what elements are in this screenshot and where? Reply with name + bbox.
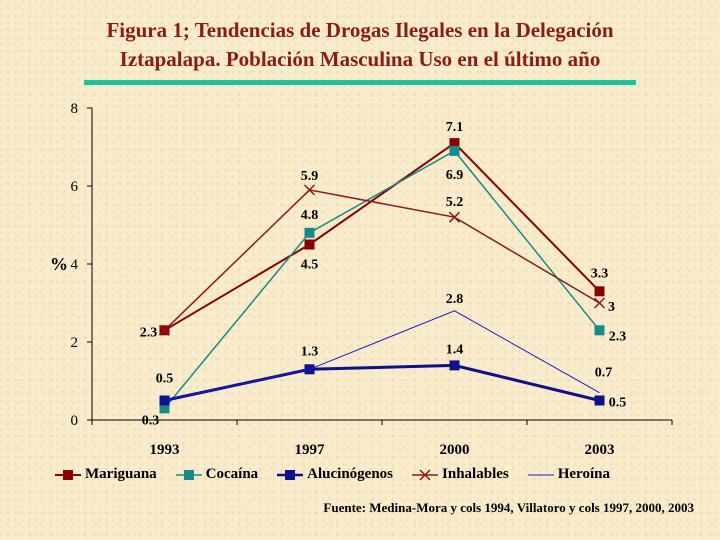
data-point	[159, 403, 170, 414]
data-point	[449, 138, 460, 149]
data-label: 3.3	[591, 266, 609, 281]
x-tick-label: 1997	[295, 442, 326, 458]
data-label: 3	[608, 300, 615, 315]
legend-swatch	[55, 469, 81, 480]
data-point	[449, 145, 460, 156]
data-label: 4.8	[301, 208, 319, 223]
data-label: 2.8	[446, 292, 464, 307]
chart-legend: Mariguana Cocaína Alucinógenos Inhalables He…	[54, 466, 694, 483]
chart-title-line-1: Figura 1; Tendencias de Drogas Ilegales …	[106, 18, 614, 42]
legend-swatch	[175, 469, 202, 480]
data-point	[594, 325, 605, 336]
chart-title: Figura 1; Tendencias de Drogas Ilegales …	[0, 16, 720, 74]
data-point	[449, 360, 460, 371]
legend-label: Inhalables	[442, 466, 509, 482]
data-label: 0.5	[609, 396, 627, 411]
legend-swatch	[412, 468, 439, 481]
y-tick-label: 6	[71, 179, 79, 195]
y-tick-label: 2	[71, 335, 79, 351]
data-label: 0.3	[142, 413, 160, 428]
data-point	[304, 227, 315, 238]
legend-item-mariguana: Mariguana	[54, 466, 157, 483]
legend-label: Heroína	[557, 466, 610, 482]
y-axis-label: %	[50, 254, 68, 274]
x-tick-label: 2000	[440, 442, 470, 458]
legend-label: Alucinógenos	[307, 466, 394, 482]
data-label: 2.3	[140, 325, 158, 340]
y-tick-label: 8	[71, 101, 79, 117]
data-point	[448, 211, 461, 223]
legend-item-alucinógenos: Alucinógenos	[276, 466, 393, 483]
data-label: 7.1	[446, 120, 464, 135]
series-line-heroína	[164, 310, 600, 401]
legend-label: Cocaína	[205, 466, 259, 482]
data-point	[303, 184, 316, 196]
data-label: 1.4	[446, 342, 464, 357]
legend-swatch	[527, 474, 554, 475]
data-label: 0.5	[156, 372, 174, 387]
legend-item-heroína: Heroína	[527, 466, 610, 483]
data-point	[593, 297, 606, 309]
data-point	[158, 324, 171, 336]
data-point	[594, 286, 605, 297]
data-label: 5.9	[301, 169, 319, 184]
chart-title-line-2: Iztapalapa. Población Masculina Uso en e…	[119, 47, 601, 71]
series-line-cocaína	[163, 149, 601, 409]
source-note: Fuente: Medina-Mora y cols 1994, Villato…	[323, 500, 694, 515]
legend-swatch	[277, 469, 304, 480]
data-label: 0.7	[595, 366, 613, 381]
data-point	[594, 395, 605, 406]
data-label: 2.3	[609, 329, 627, 344]
data-label: 4.5	[301, 258, 319, 273]
series-line-inhalables	[163, 189, 600, 331]
series-line-alucinógenos	[164, 363, 600, 402]
legend-label: Mariguana	[85, 466, 157, 482]
legend-item-cocaína: Cocaína	[175, 466, 259, 483]
data-label: 1.3	[301, 344, 319, 359]
series-line-mariguana	[163, 141, 601, 332]
x-tick-label: 1993	[150, 442, 180, 458]
y-tick-label: 4	[71, 257, 79, 273]
data-label: 5.2	[446, 195, 464, 210]
data-label: 6.9	[446, 168, 464, 183]
x-tick-label: 2003	[585, 442, 615, 458]
legend-item-inhalables: Inhalables	[411, 466, 509, 483]
data-point	[304, 239, 315, 250]
title-underline	[84, 80, 636, 85]
y-tick-label: 0	[71, 413, 79, 429]
